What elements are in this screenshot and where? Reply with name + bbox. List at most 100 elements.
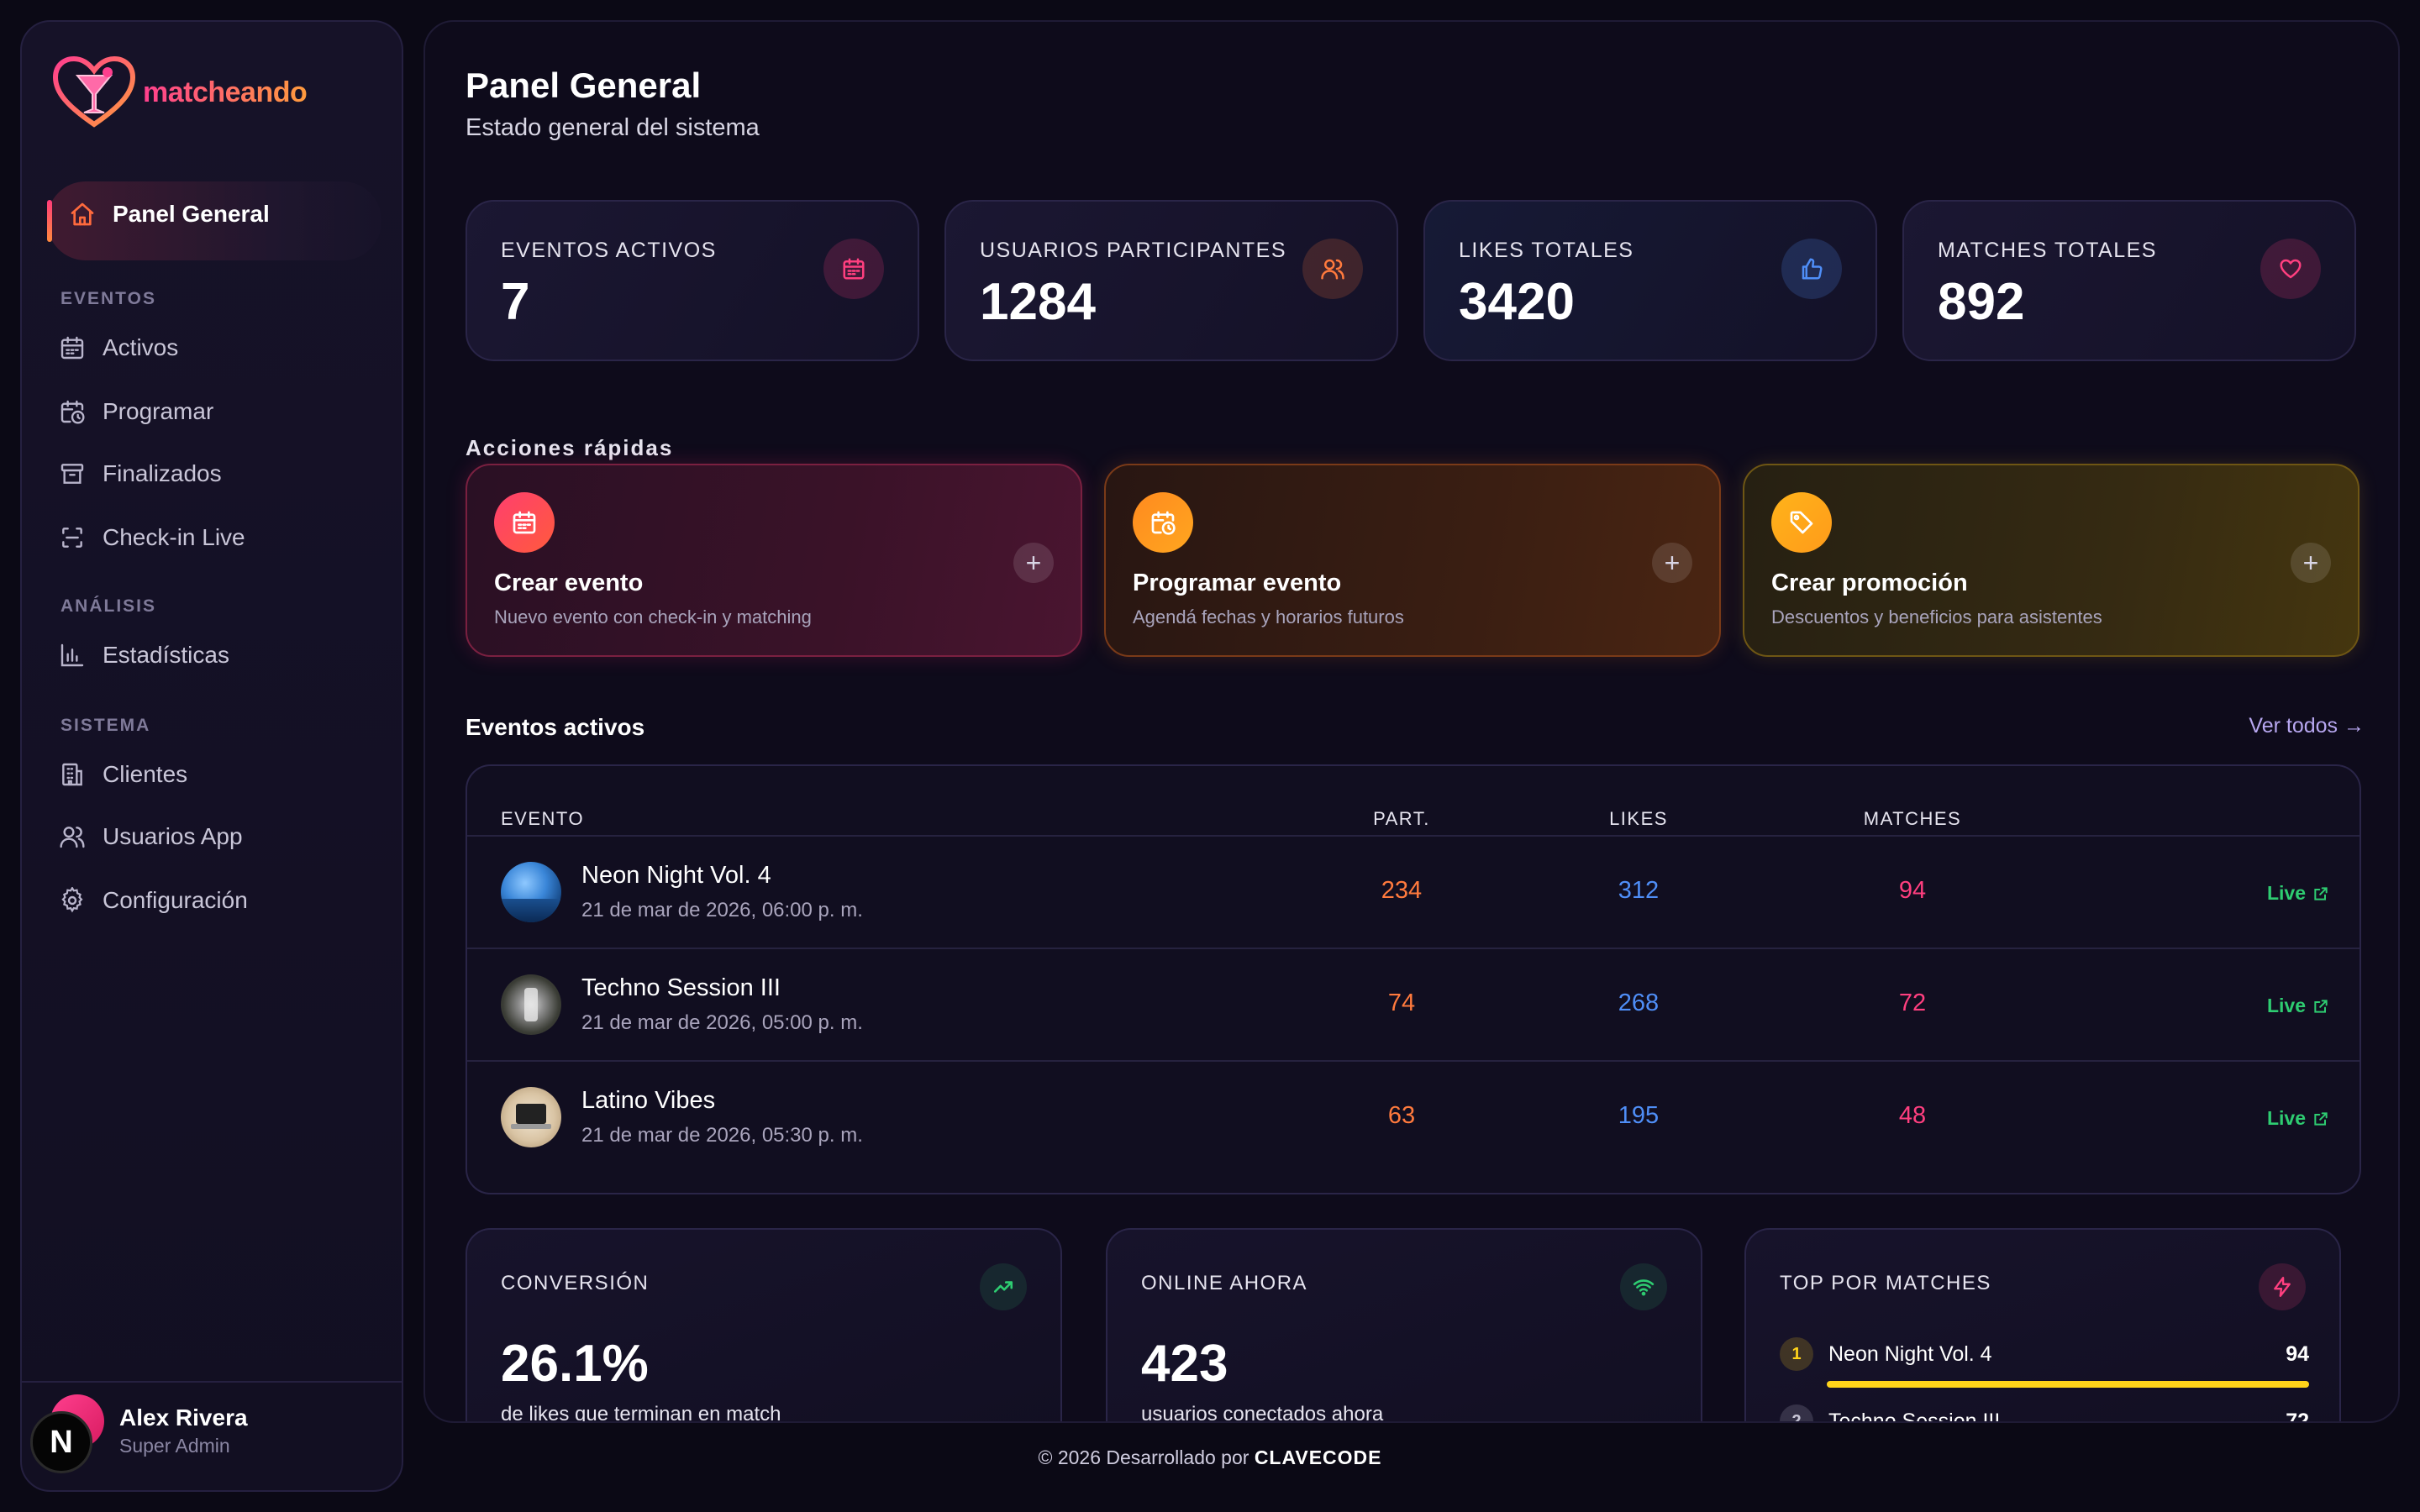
sidebar-item-panel-general[interactable]: Panel General <box>47 181 381 260</box>
sidebar-item-label: Estadísticas <box>103 642 229 668</box>
stat-value: 3420 <box>1459 273 1575 331</box>
stat-icon-bubble <box>823 239 884 299</box>
live-link[interactable]: Live <box>2267 882 2329 905</box>
external-link-icon <box>2314 886 2328 900</box>
main-panel: Panel General Estado general del sistema… <box>424 20 2400 1423</box>
online-label: ONLINE AHORA <box>1141 1272 1308 1294</box>
active-indicator <box>47 200 52 242</box>
sidebar-item-label: Check-in Live <box>103 524 245 550</box>
sidebar-item-configuracion[interactable]: Configuración <box>59 880 248 921</box>
footer: © 2026 Desarrollado por CLAVECODE <box>0 1446 2420 1469</box>
sidebar-item-clientes[interactable]: Clientes <box>59 754 187 795</box>
sidebar-item-label: Clientes <box>103 761 188 787</box>
live-label: Live <box>2266 1107 2306 1129</box>
zap-icon <box>2274 1276 2291 1298</box>
plus-icon[interactable]: + <box>1652 543 1692 583</box>
sidebar-item-usuarios-app[interactable]: Usuarios App <box>59 816 243 857</box>
sidebar-item-programar[interactable]: Programar <box>59 391 213 432</box>
heart-cocktail-logo-icon <box>52 55 136 128</box>
event-date: 21 de mar de 2026, 05:00 p. m. <box>581 1011 863 1034</box>
rank-badge: 1 <box>1780 1337 1813 1371</box>
external-link-icon <box>2314 1111 2328 1126</box>
calendar-clock-icon <box>60 400 85 424</box>
action-description: Descuentos y beneficios para asistentes <box>1771 606 2102 627</box>
action-icon-bubble <box>1771 492 1832 553</box>
sidebar-divider <box>22 1381 402 1383</box>
event-thumbnail <box>501 974 561 1035</box>
conversion-description: de likes que terminan en match <box>501 1403 781 1423</box>
users-icon <box>60 827 85 848</box>
column-header-likes[interactable]: LIKES <box>1609 808 1668 829</box>
plus-icon[interactable]: + <box>1013 543 1054 583</box>
event-likes: 195 <box>1618 1102 1660 1129</box>
column-header-part[interactable]: PART. <box>1373 808 1430 829</box>
table-row[interactable]: Techno Session III 21 de mar de 2026, 05… <box>467 948 2360 1060</box>
top-matches-label: TOP POR MATCHES <box>1780 1272 1991 1294</box>
section-title-sistema: SISTEMA <box>60 716 151 735</box>
footer-brand[interactable]: CLAVECODE <box>1254 1446 1382 1468</box>
event-participants: 63 <box>1387 1102 1416 1129</box>
event-thumbnail <box>501 1087 561 1147</box>
sidebar-item-label: Configuración <box>103 887 248 913</box>
online-description: usuarios conectados ahora <box>1141 1403 1384 1423</box>
column-header-evento[interactable]: EVENTO <box>501 808 585 829</box>
calendar-icon <box>60 336 84 360</box>
stat-card-usuarios-participantes[interactable]: USUARIOS PARTICIPANTES 1284 <box>944 200 1398 361</box>
sidebar-item-finalizados[interactable]: Finalizados <box>59 454 222 494</box>
sidebar-item-label: Finalizados <box>103 460 222 486</box>
logo[interactable]: matcheando <box>50 54 308 131</box>
action-title: Crear evento <box>494 570 644 596</box>
stat-label: USUARIOS PARTICIPANTES <box>980 239 1287 262</box>
column-header-matches[interactable]: MATCHES <box>1863 808 1962 829</box>
see-all-link[interactable]: Ver todos → <box>2249 714 2365 738</box>
event-date: 21 de mar de 2026, 05:30 p. m. <box>581 1124 863 1147</box>
sidebar: matcheando Panel General EVENTOS Activos… <box>20 20 403 1492</box>
plus-icon[interactable]: + <box>2291 543 2331 583</box>
top-match-name: Techno Session III <box>1828 1409 2001 1423</box>
action-icon-bubble <box>1133 492 1193 553</box>
footer-text: © 2026 Desarrollado por <box>1038 1446 1249 1468</box>
archive-icon <box>60 464 84 484</box>
sidebar-item-estadisticas[interactable]: Estadísticas <box>59 635 229 675</box>
stat-card-matches-totales[interactable]: MATCHES TOTALES 892 <box>1902 200 2356 361</box>
top-match-name: Neon Night Vol. 4 <box>1828 1341 1992 1366</box>
event-name: Neon Night Vol. 4 <box>581 862 771 889</box>
online-card: ONLINE AHORA 423 usuarios conectados aho… <box>1106 1228 1702 1423</box>
sidebar-item-activos[interactable]: Activos <box>59 328 178 368</box>
gear-icon <box>61 887 83 913</box>
avatar[interactable]: N <box>17 1386 104 1473</box>
top-match-item[interactable]: 1 Neon Night Vol. 4 94 <box>1780 1337 2309 1371</box>
action-description: Agendá fechas y horarios futuros <box>1133 606 1404 627</box>
sidebar-item-label: Activos <box>103 334 179 360</box>
stat-label: EVENTOS ACTIVOS <box>501 239 717 262</box>
heart-icon <box>2280 259 2302 279</box>
conversion-value: 26.1% <box>501 1335 649 1393</box>
external-link-icon <box>2314 999 2328 1013</box>
event-matches: 48 <box>1898 1102 1927 1129</box>
action-card-programar-evento[interactable]: Programar evento Agendá fechas y horario… <box>1104 464 1721 657</box>
action-card-crear-promocion[interactable]: Crear promoción Descuentos y beneficios … <box>1743 464 2360 657</box>
bar-chart-icon <box>60 643 84 667</box>
sidebar-item-label: Usuarios App <box>103 823 243 849</box>
calendar-clock-icon <box>1151 511 1176 535</box>
event-participants: 234 <box>1381 877 1423 904</box>
live-link[interactable]: Live <box>2267 1107 2329 1130</box>
event-matches: 72 <box>1898 990 1927 1016</box>
brand-name: matcheando <box>143 76 308 108</box>
action-icon-bubble <box>494 492 555 553</box>
action-title: Crear promoción <box>1771 570 1968 596</box>
stat-card-likes-totales[interactable]: LIKES TOTALES 3420 <box>1423 200 1877 361</box>
event-name: Techno Session III <box>581 974 781 1001</box>
page-subtitle: Estado general del sistema <box>466 114 760 141</box>
section-title-analisis: ANÁLISIS <box>60 596 157 616</box>
table-row[interactable]: Latino Vibes 21 de mar de 2026, 05:30 p.… <box>467 1060 2360 1173</box>
sidebar-item-label: Panel General <box>113 201 270 227</box>
stat-card-eventos-activos[interactable]: EVENTOS ACTIVOS 7 <box>466 200 919 361</box>
table-row[interactable]: Neon Night Vol. 4 21 de mar de 2026, 06:… <box>467 835 2360 948</box>
action-card-crear-evento[interactable]: Crear evento Nuevo evento con check-in y… <box>466 464 1082 657</box>
live-link[interactable]: Live <box>2267 995 2329 1017</box>
stat-value: 1284 <box>980 273 1096 331</box>
live-label: Live <box>2266 882 2306 904</box>
top-match-item[interactable]: 2 Techno Session III 72 <box>1780 1404 2309 1423</box>
sidebar-item-check-in-live[interactable]: Check-in Live <box>59 517 245 558</box>
